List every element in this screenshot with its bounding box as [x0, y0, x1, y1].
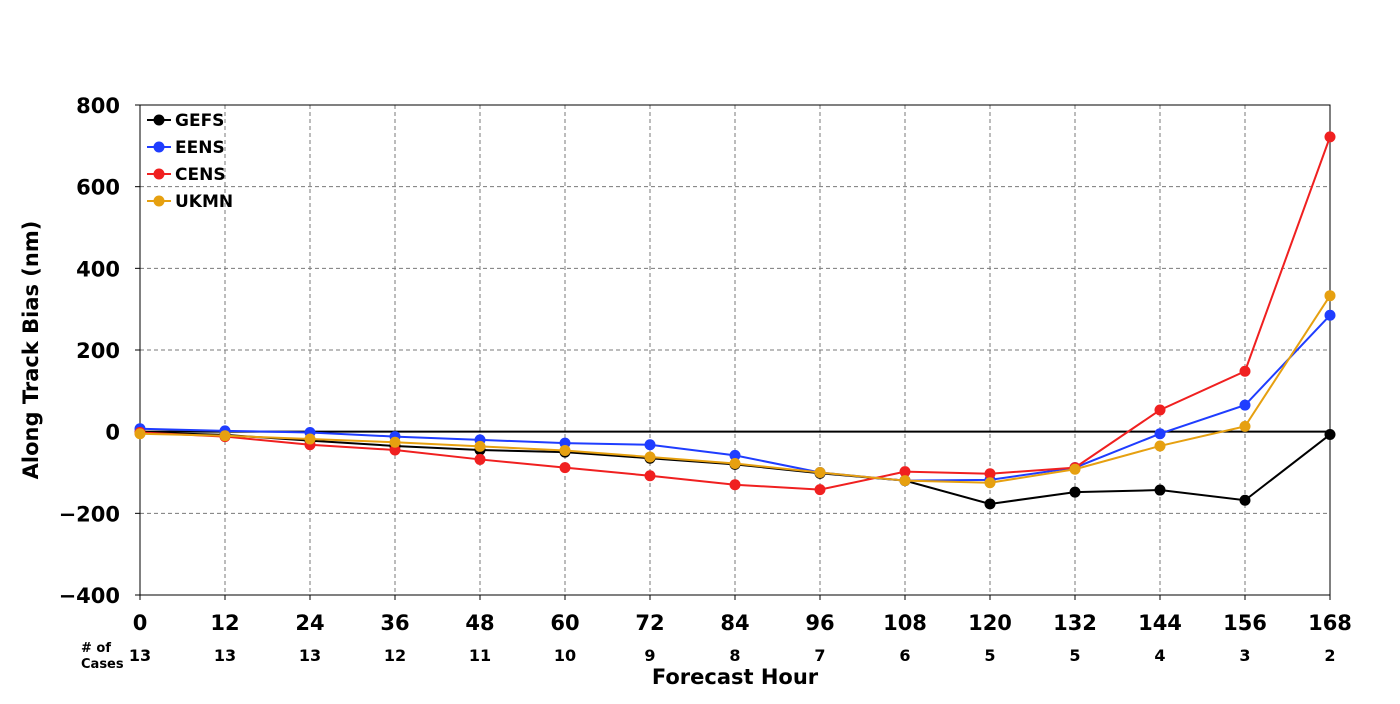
x-tick-label: 120: [968, 611, 1012, 635]
legend-item-cens: CENS: [147, 165, 226, 185]
case-count-label: 13: [299, 646, 321, 665]
legend-label-eens: EENS: [175, 138, 225, 158]
case-count-label: 9: [644, 646, 655, 665]
cases-label-line2: Cases: [81, 657, 124, 672]
case-count-label: 3: [1239, 646, 1250, 665]
x-tick-label: 132: [1053, 611, 1097, 635]
legend: GEFS EENS CENS UKMN: [147, 111, 233, 212]
x-tick-label: 72: [635, 611, 664, 635]
x-tick-label: 108: [883, 611, 927, 635]
x-tick-label: 156: [1223, 611, 1267, 635]
legend-label-gefs: GEFS: [175, 111, 224, 131]
data-point-eens: [1324, 309, 1336, 321]
x-tick-label: 12: [210, 611, 239, 635]
x-tick-label: 144: [1138, 611, 1182, 635]
data-point-cens: [389, 444, 401, 456]
data-point-cens: [644, 470, 656, 482]
data-point-gefs: [1154, 484, 1166, 496]
data-point-ukmn: [1239, 420, 1251, 432]
data-point-ukmn: [474, 440, 486, 452]
data-point-cens: [814, 484, 826, 496]
x-tick-label: 24: [295, 611, 324, 635]
data-point-ukmn: [1069, 463, 1081, 475]
case-count-label: 5: [984, 646, 995, 665]
data-point-cens: [1154, 404, 1166, 416]
data-point-ukmn: [729, 458, 741, 470]
data-point-cens: [474, 453, 486, 465]
legend-item-gefs: GEFS: [147, 111, 224, 131]
case-count-label: 6: [899, 646, 910, 665]
y-tick-label: −400: [59, 584, 120, 608]
data-point-gefs: [1069, 486, 1081, 498]
y-tick-label: 400: [76, 257, 120, 281]
legend-marker-ukmn: [153, 195, 165, 207]
labels-layer: −400−20002004006008000131213241336124811…: [59, 94, 1352, 665]
case-count-label: 7: [814, 646, 825, 665]
case-count-label: 8: [729, 646, 740, 665]
data-point-eens: [1239, 399, 1251, 411]
data-point-gefs: [1239, 494, 1251, 506]
data-point-ukmn: [304, 433, 316, 445]
data-point-cens: [1239, 365, 1251, 377]
y-axis-title: Along Track Bias (nm): [19, 221, 43, 480]
legend-item-ukmn: UKMN: [147, 192, 233, 212]
x-tick-label: 168: [1308, 611, 1352, 635]
y-tick-label: 800: [76, 94, 120, 118]
data-point-ukmn: [134, 428, 146, 440]
data-point-eens: [729, 449, 741, 461]
cases-label-line1: # of: [81, 641, 111, 656]
legend-marker-cens: [153, 168, 165, 180]
y-tick-label: 200: [76, 339, 120, 363]
data-point-ukmn: [984, 477, 996, 489]
case-count-label: 5: [1069, 646, 1080, 665]
axes-layer: [135, 104, 1331, 600]
case-count-label: 2: [1324, 646, 1335, 665]
legend-marker-gefs: [153, 114, 165, 126]
data-point-ukmn: [389, 436, 401, 448]
grid-layer: [140, 105, 1330, 595]
case-count-label: 12: [384, 646, 406, 665]
data-point-gefs: [984, 498, 996, 510]
data-point-ukmn: [219, 430, 231, 442]
data-point-gefs: [1324, 429, 1336, 441]
data-point-cens: [559, 462, 571, 474]
x-tick-label: 48: [465, 611, 494, 635]
legend-item-eens: EENS: [147, 138, 225, 158]
x-tick-label: 36: [380, 611, 409, 635]
series-ukmn: [134, 290, 1336, 489]
x-tick-label: 0: [133, 611, 148, 635]
data-point-cens: [984, 468, 996, 480]
series-layer: [134, 131, 1336, 510]
legend-label-cens: CENS: [175, 165, 226, 185]
data-point-ukmn: [899, 475, 911, 487]
data-point-ukmn: [1324, 290, 1336, 302]
data-point-eens: [1154, 428, 1166, 440]
data-point-cens: [1324, 131, 1336, 143]
y-tick-label: 600: [76, 176, 120, 200]
data-point-eens: [644, 439, 656, 451]
case-count-label: 13: [129, 646, 151, 665]
data-point-cens: [729, 479, 741, 491]
legend-marker-eens: [153, 141, 165, 153]
data-point-ukmn: [644, 451, 656, 463]
data-point-ukmn: [1154, 440, 1166, 452]
data-point-ukmn: [814, 467, 826, 478]
case-count-label: 11: [469, 646, 491, 665]
y-tick-label: 0: [105, 421, 120, 445]
case-count-label: 4: [1154, 646, 1165, 665]
case-count-label: 13: [214, 646, 236, 665]
x-tick-label: 96: [805, 611, 834, 635]
x-tick-label: 60: [550, 611, 579, 635]
legend-label-ukmn: UKMN: [175, 192, 233, 212]
x-axis-title: Forecast Hour: [652, 665, 819, 689]
case-count-label: 10: [554, 646, 576, 665]
data-point-ukmn: [559, 444, 571, 456]
data-point-cens: [899, 466, 911, 478]
x-tick-label: 84: [720, 611, 749, 635]
y-tick-label: −200: [59, 502, 120, 526]
